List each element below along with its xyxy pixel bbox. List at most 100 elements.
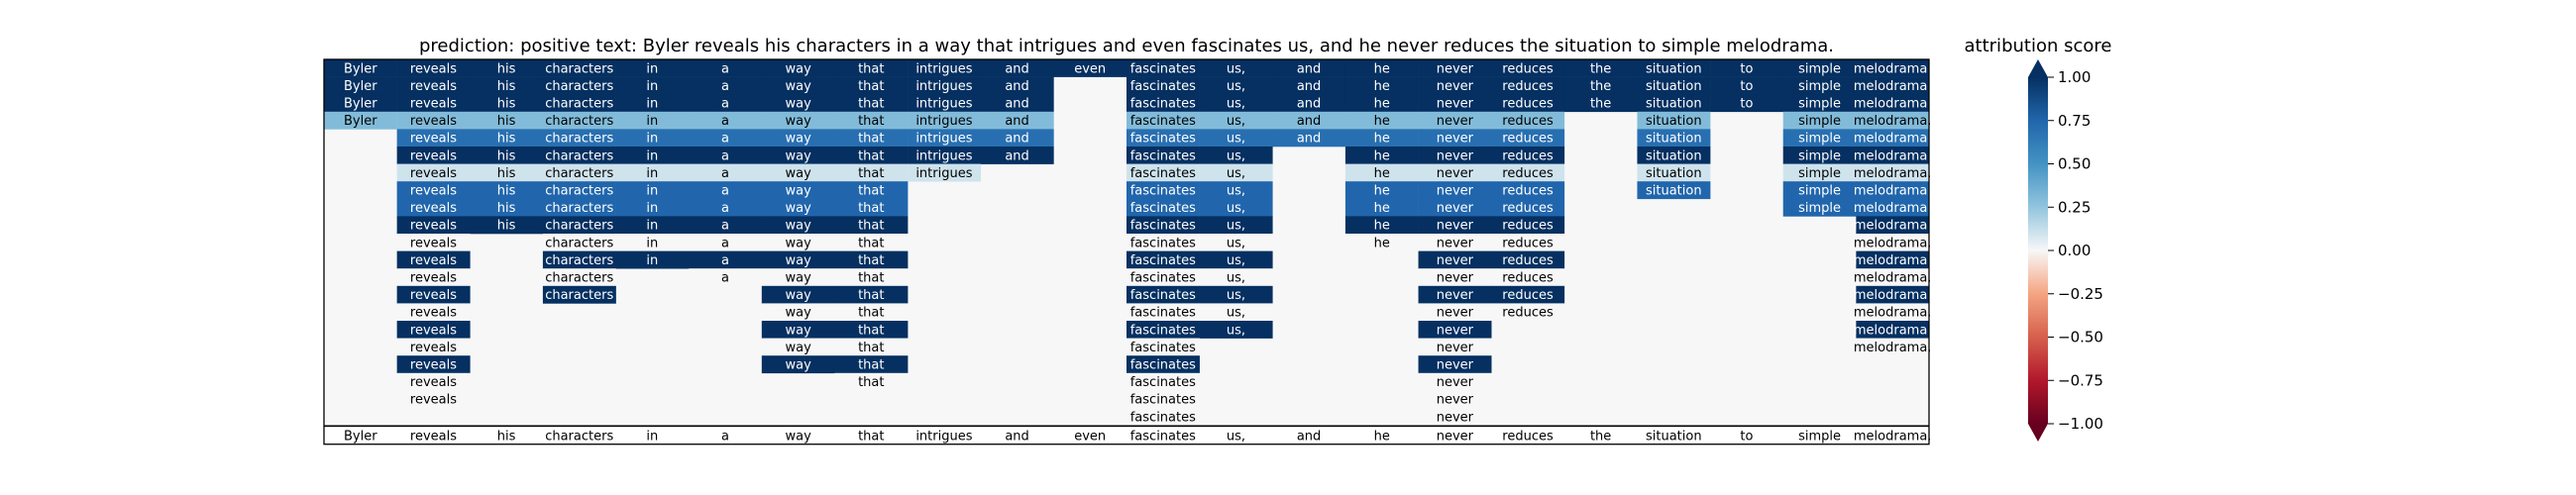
heatmap-cell (1418, 408, 1492, 426)
cell-token-label: and (1005, 97, 1028, 112)
heatmap-cell (689, 163, 763, 182)
heatmap-cell (1199, 234, 1273, 251)
heatmap-cell (980, 129, 1054, 148)
colorbar-tick-label: −0.25 (2058, 285, 2103, 303)
cell-token-label: in (646, 114, 658, 129)
cell-token-label: us, (1227, 166, 1245, 181)
cell-token-label: melodrama. (1854, 166, 1932, 181)
heatmap-cell (1199, 163, 1273, 182)
heatmap-cell (1856, 147, 1930, 164)
bottom-row-token-label: Byler (344, 429, 377, 444)
heatmap-cell (396, 94, 471, 113)
cell-token-label: his (497, 201, 516, 216)
cell-token-label: situation (1646, 79, 1702, 94)
heatmap-cell (1856, 303, 1930, 322)
heatmap-cell (1127, 408, 1200, 426)
heatmap-cell (1856, 321, 1930, 339)
cell-token-label: reduces (1502, 184, 1554, 199)
heatmap-cell (908, 111, 982, 130)
cell-token-label: that (858, 288, 884, 303)
cell-token-label: way (785, 79, 811, 94)
heatmap-cell (542, 198, 616, 217)
colorbar-extend-bottom (2028, 424, 2048, 442)
heatmap-cell (1418, 59, 1492, 77)
cell-token-label: to (1740, 61, 1753, 76)
cell-token-label: to (1740, 97, 1753, 112)
heatmap-cell (761, 338, 835, 356)
cell-token-label: never (1437, 201, 1474, 216)
heatmap-cell (542, 163, 616, 182)
heatmap-cell (1856, 285, 1930, 304)
heatmap-cell (1127, 216, 1200, 235)
cell-token-label: way (785, 219, 811, 234)
colorbar: 1.00 0.75 0.50 0.25 0.00 −0.25 −0.50 −0.75 −1.00 (2028, 59, 2103, 442)
cell-token-label: in (646, 166, 658, 181)
heatmap-cell (615, 250, 690, 269)
heatmap-cell (689, 111, 763, 130)
cell-token-label: characters (545, 184, 613, 199)
heatmap-cell (1856, 198, 1930, 217)
heatmap-cell (1127, 181, 1200, 200)
heatmap-cell (1418, 234, 1492, 251)
heatmap-cell (396, 303, 471, 322)
cell-token-label: reveals (410, 184, 457, 199)
heatmap-cell (834, 303, 909, 322)
cell-token-label: a (721, 166, 729, 181)
heatmap-cell (396, 59, 471, 77)
cell-token-label: us, (1227, 323, 1245, 338)
cell-token-label: his (497, 148, 516, 163)
heatmap-cell (761, 198, 835, 217)
heatmap-grid: Byler reveals his characters in a way that intri… (324, 59, 1931, 445)
cell-token-label: that (858, 306, 884, 321)
bottom-row-token-label: his (497, 429, 516, 444)
chart-title: prediction: positive text: Byler reveals… (419, 36, 1834, 56)
heatmap-cell (1053, 59, 1127, 77)
heatmap-cell (1637, 147, 1711, 164)
cell-token-label: reduces (1502, 166, 1554, 181)
cell-token-label: he (1374, 201, 1390, 216)
colorbar-tick-label: 0.75 (2058, 112, 2091, 130)
heatmap-cell (1127, 355, 1200, 374)
heatmap-cell (396, 355, 471, 374)
heatmap-cell (1491, 129, 1565, 148)
cell-token-label: that (858, 236, 884, 250)
heatmap-cell (1637, 94, 1711, 113)
cell-token-label: simple (1798, 201, 1841, 216)
cell-token-label: Byler (344, 97, 377, 112)
cell-token-label: reduces (1502, 114, 1554, 129)
cell-token-label: he (1374, 219, 1390, 234)
heatmap-cell (1782, 198, 1857, 217)
cell-token-label: a (721, 201, 729, 216)
heatmap-cell (396, 163, 471, 182)
cell-token-label: simple (1798, 97, 1841, 112)
heatmap-cell (908, 76, 982, 95)
cell-token-label: way (785, 236, 811, 250)
heatmap-cell (761, 268, 835, 287)
cell-token-label: melodrama. (1854, 306, 1932, 321)
heatmap-cell (1418, 303, 1492, 322)
cell-token-label: never (1437, 341, 1474, 355)
cell-token-label: never (1437, 219, 1474, 234)
colorbar-tick-label: −0.75 (2058, 371, 2103, 389)
heatmap-cell (615, 198, 690, 217)
heatmap-cell (396, 285, 471, 304)
cell-token-label: fascinates (1130, 201, 1196, 216)
heatmap-cell (834, 216, 909, 235)
cell-token-label: his (497, 166, 516, 181)
heatmap-cell (396, 147, 471, 164)
cell-token-label: fascinates (1130, 393, 1196, 408)
heatmap-cell (470, 198, 544, 217)
cell-token-label: he (1374, 132, 1390, 147)
heatmap-cell (834, 268, 909, 287)
cell-token-label: fascinates (1130, 148, 1196, 163)
heatmap-cell (1127, 372, 1200, 391)
heatmap-cell (1127, 76, 1200, 95)
heatmap-cell (1782, 59, 1857, 77)
cell-token-label: reduces (1502, 253, 1554, 268)
heatmap-cell (1418, 111, 1492, 130)
cell-token-label: reveals (410, 97, 457, 112)
heatmap-cell (1199, 181, 1273, 200)
bottom-row-token-label: and (1005, 429, 1028, 444)
heatmap-cell (1344, 216, 1419, 235)
heatmap-cell (1127, 129, 1200, 148)
